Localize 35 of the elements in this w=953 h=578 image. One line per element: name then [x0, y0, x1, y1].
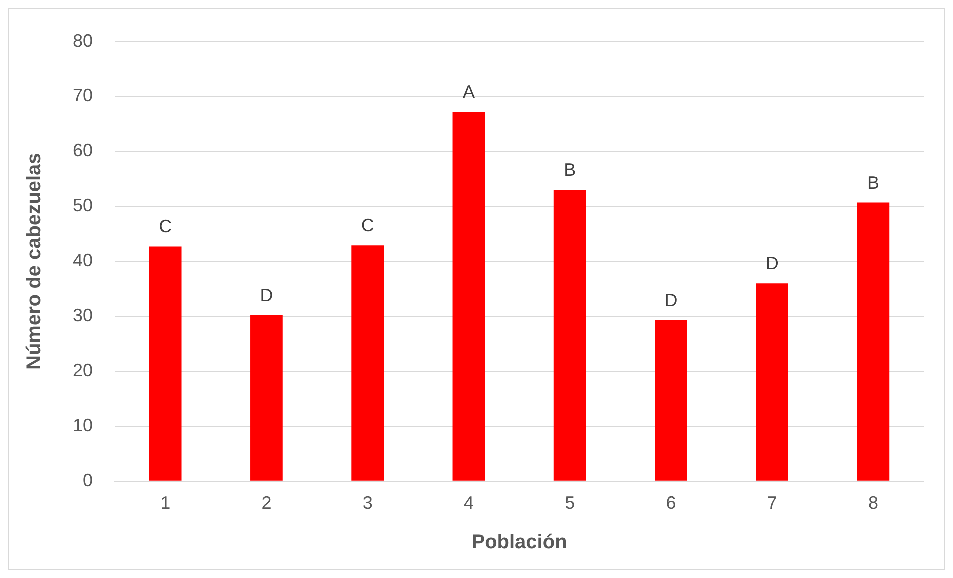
annotation: D	[260, 285, 274, 306]
annotation: C	[159, 216, 172, 237]
x-tick-label: 2	[262, 493, 272, 514]
x-axis-title: Población	[472, 532, 568, 554]
y-tick-label: 40	[72, 250, 94, 271]
bar	[756, 284, 788, 481]
annotation: B	[564, 160, 576, 180]
y-tick-label: 60	[72, 140, 94, 161]
x-tick-label: 6	[666, 493, 676, 514]
y-tick-label: 0	[83, 470, 94, 490]
y-tick-label: 70	[72, 86, 94, 106]
x-tick-label: 8	[868, 493, 878, 514]
y-axis-title: Número de cabezuelas	[24, 153, 46, 370]
bar	[250, 315, 283, 481]
x-tick-label: 3	[362, 493, 373, 514]
y-tick-label: 50	[72, 196, 94, 216]
y-tick-label: 80	[72, 30, 94, 51]
annotation: A	[462, 82, 475, 102]
bar	[352, 246, 384, 481]
bar	[149, 246, 182, 481]
bar	[554, 190, 586, 481]
annotation: C	[361, 216, 374, 236]
y-tick-label: 30	[72, 306, 94, 326]
x-tick-label: 4	[464, 493, 474, 514]
y-tick-label: 20	[72, 360, 94, 380]
bar	[655, 320, 688, 481]
annotation: D	[766, 254, 779, 274]
annotation: D	[664, 290, 678, 310]
x-tick-label: 5	[565, 493, 576, 514]
bar	[452, 112, 486, 481]
x-tick-label: 1	[160, 493, 171, 514]
x-tick-label: 7	[767, 493, 778, 514]
annotation: B	[867, 172, 880, 193]
bar	[857, 202, 890, 481]
y-tick-label: 10	[72, 415, 94, 436]
